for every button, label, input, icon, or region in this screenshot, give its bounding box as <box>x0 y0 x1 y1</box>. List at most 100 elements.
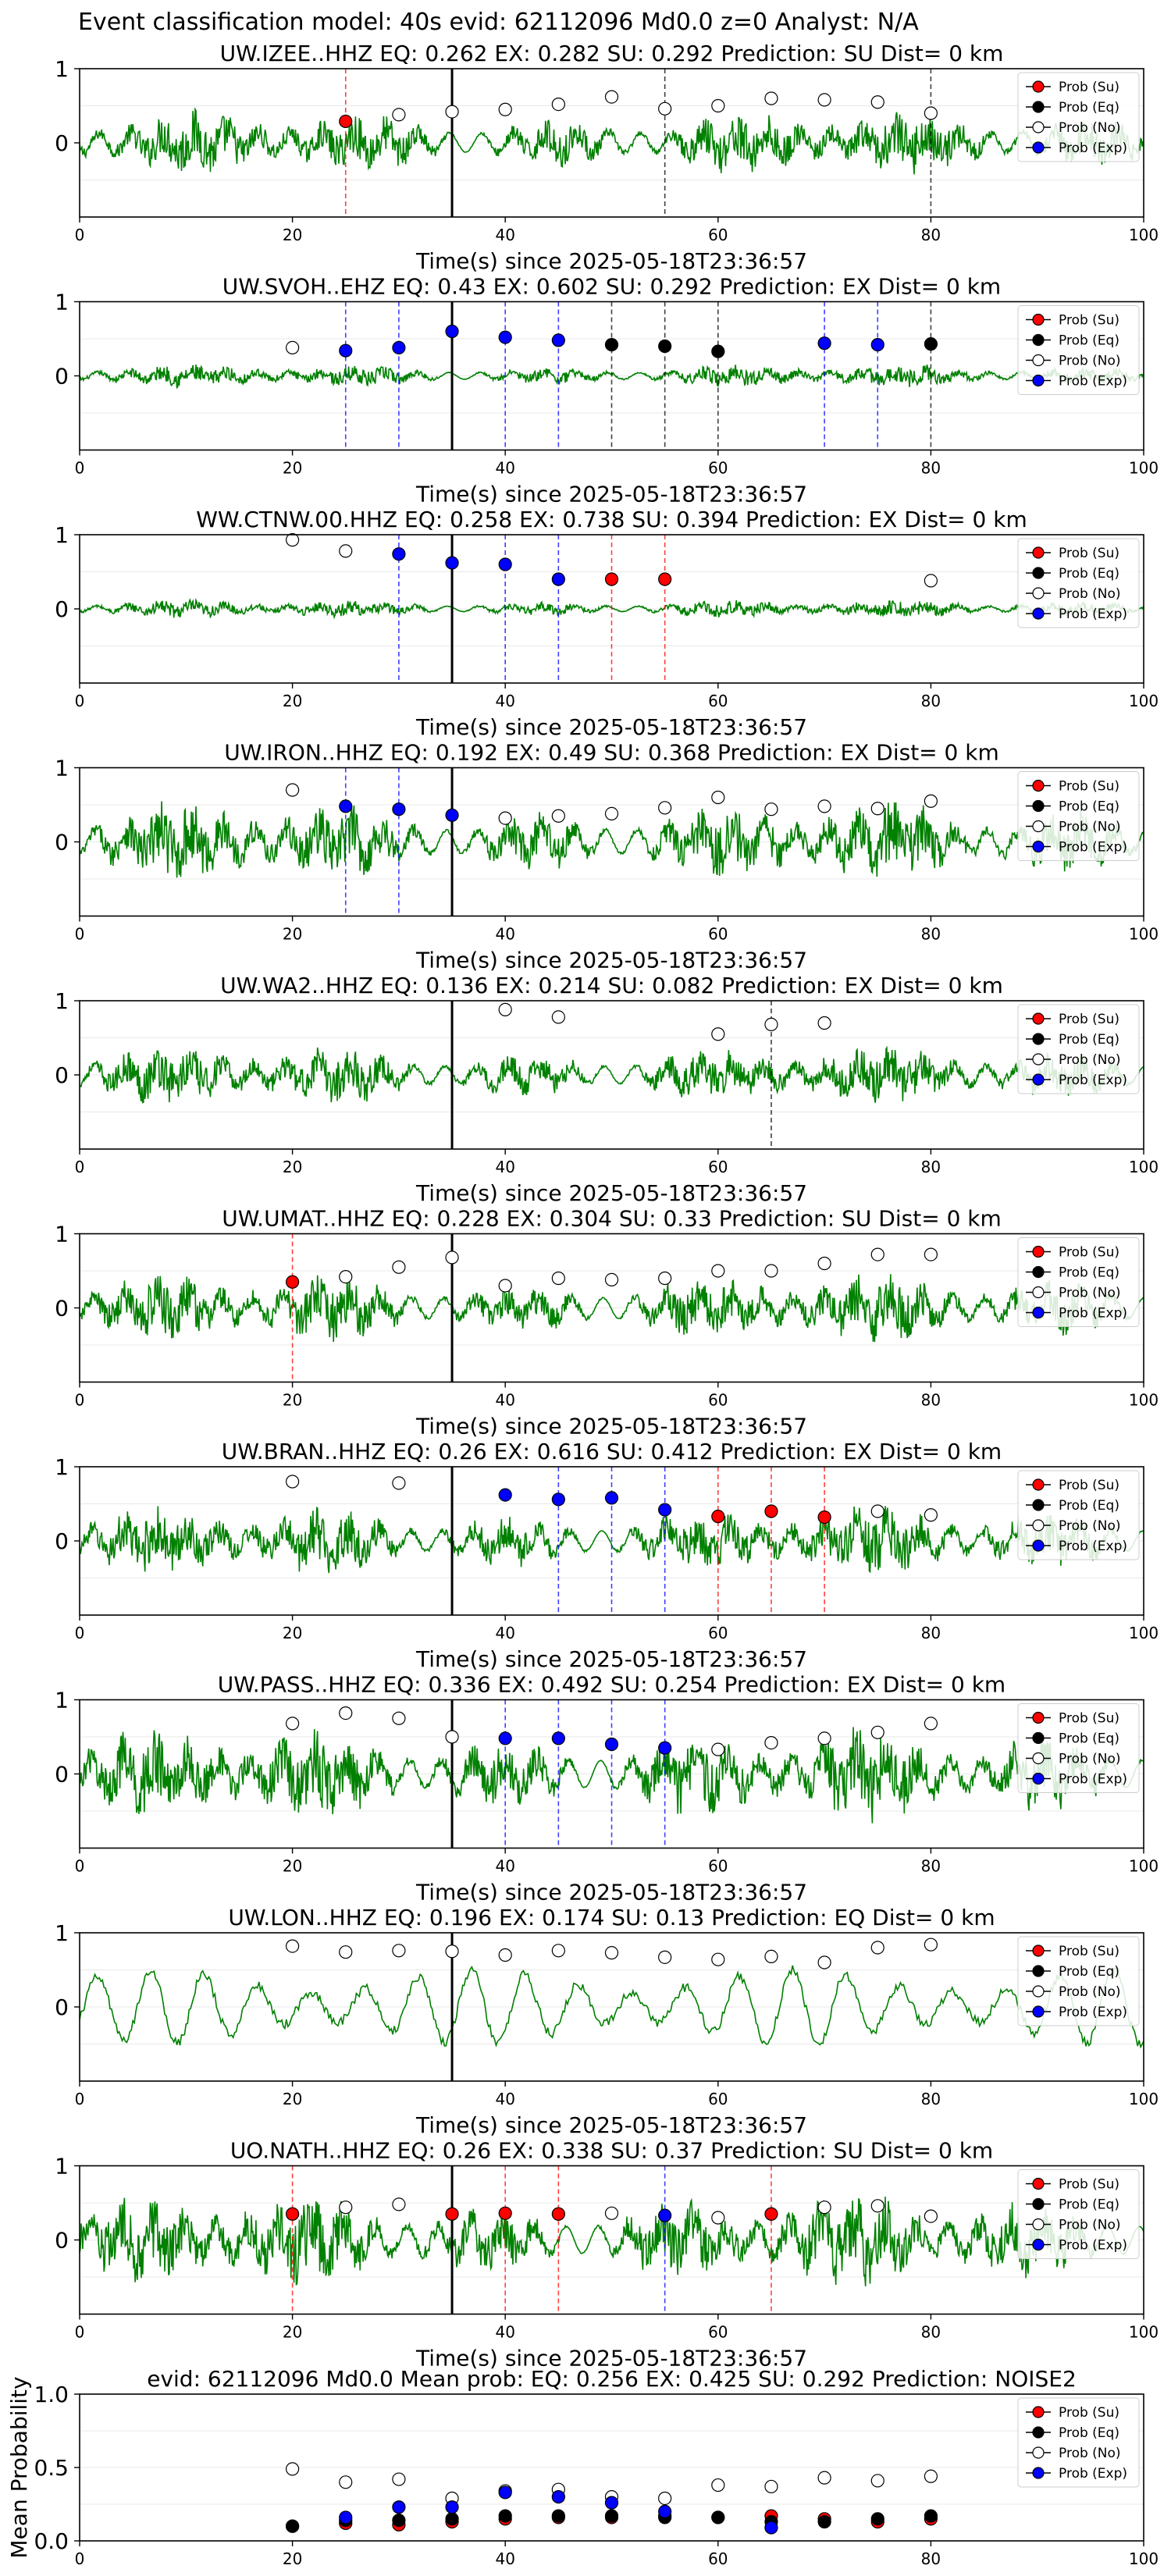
x-axis-label: Time(s) since 2025-05-18T23:36:57 <box>415 482 807 507</box>
prob-marker-exp <box>445 808 459 822</box>
prob-marker-exp <box>551 1731 565 1745</box>
prob-marker-no <box>445 105 459 119</box>
legend-label: Prob (No) <box>1059 1052 1121 1068</box>
legend-label: Prob (Eq) <box>1059 2425 1119 2441</box>
prob-marker-exp <box>392 547 406 561</box>
prob-marker-exp <box>551 333 565 347</box>
legend-label: Prob (Exp) <box>1059 1073 1127 1088</box>
prob-marker-exp <box>551 572 565 586</box>
x-tick-label: 40 <box>495 2090 514 2108</box>
station-panel: 0 20 40 60 80 100 0 1 UW.PASS..HHZ EQ: 0.336 EX:… <box>55 1672 1159 1905</box>
legend: Prob (Su) Prob (Eq) Prob (No) Prob (Exp) <box>1017 2169 1140 2259</box>
legend-marker-eq <box>1032 333 1045 347</box>
x-tick-label: 60 <box>708 692 728 710</box>
legend-label: Prob (Exp) <box>1059 1539 1127 1554</box>
y-tick-label: 0 <box>55 364 69 390</box>
prob-marker-no <box>551 98 565 112</box>
legend-label: Prob (Su) <box>1059 313 1119 329</box>
legend-label: Prob (Su) <box>1059 2177 1119 2193</box>
legend-marker-eq <box>1032 2197 1045 2211</box>
legend-label: Prob (Su) <box>1059 1944 1119 1959</box>
prob-marker-no <box>764 1017 778 1032</box>
prob-marker-no <box>764 1949 778 1963</box>
x-axis-label: Time(s) since 2025-05-18T23:36:57 <box>415 1646 807 1672</box>
legend-label: Prob (No) <box>1059 120 1121 136</box>
prob-marker-no <box>392 1476 406 1490</box>
y-tick-label: 1 <box>55 988 69 1014</box>
legend-label: Prob (Su) <box>1059 80 1119 95</box>
prob-marker-eq <box>924 2509 938 2523</box>
x-tick-label: 0 <box>75 692 85 710</box>
legend-marker-su <box>1032 2177 1045 2190</box>
x-tick-label: 40 <box>495 1624 514 1642</box>
prob-marker-no <box>498 1002 512 1017</box>
x-tick-label: 100 <box>1129 2090 1159 2108</box>
legend-box <box>1017 1004 1140 1094</box>
x-tick-label: 0 <box>75 1391 85 1410</box>
y-tick-label: 1 <box>55 290 69 315</box>
prob-marker-su <box>711 1510 725 1524</box>
legend-marker-no <box>1032 820 1045 833</box>
x-tick-label: 100 <box>1129 1624 1159 1642</box>
legend-marker-eq <box>1032 101 1045 113</box>
prob-marker-no <box>924 2469 938 2483</box>
legend-label: Prob (Su) <box>1059 1711 1119 1727</box>
prob-marker-exp <box>604 2496 619 2510</box>
x-tick-label: 20 <box>283 2549 302 2568</box>
x-tick-label: 100 <box>1129 1391 1159 1410</box>
y-tick-label: 0 <box>55 596 69 622</box>
legend-marker-no <box>1032 2446 1045 2459</box>
x-tick-label: 40 <box>495 226 514 244</box>
prob-marker-exp <box>498 1488 512 1502</box>
x-axis-label: Time(s) since 2025-05-18T23:36:57 <box>415 714 807 740</box>
prob-marker-no <box>924 106 938 120</box>
x-axis-label: Time(s) since 2025-05-18T23:36:57 <box>415 2346 807 2371</box>
seismogram-trace <box>80 107 1144 175</box>
legend: Prob (Su) Prob (Eq) Prob (No) Prob (Exp) <box>1017 2397 1140 2488</box>
panel-title: evid: 62112096 Md0.0 Mean prob: EQ: 0.25… <box>147 2366 1077 2392</box>
prob-marker-no <box>551 1271 565 1286</box>
panel-title: UW.PASS..HHZ EQ: 0.336 EX: 0.492 SU: 0.2… <box>218 1672 1005 1698</box>
legend-marker-exp <box>1032 1772 1045 1785</box>
prob-marker-eq <box>711 2510 725 2524</box>
prob-marker-no <box>764 91 778 105</box>
y-tick-label: 1 <box>55 1688 69 1713</box>
prob-marker-no <box>711 1027 725 1041</box>
prob-marker-no <box>551 1944 565 1958</box>
y-tick-label: 0 <box>55 830 69 856</box>
y-tick-label: 0 <box>55 2228 69 2254</box>
legend-label: Prob (Eq) <box>1059 100 1119 116</box>
x-tick-label: 80 <box>921 2549 941 2568</box>
mean-probability-panel: 0 20 40 60 80 100 0.0 0.5 1.0 evid: 62112096 Md0.… <box>6 2366 1159 2568</box>
legend-marker-su <box>1032 1478 1045 1491</box>
legend-marker-eq <box>1032 2426 1045 2439</box>
prob-marker-su <box>445 2207 459 2221</box>
x-tick-label: 0 <box>75 226 85 244</box>
legend: Prob (Su) Prob (Eq) Prob (No) Prob (Exp) <box>1017 771 1140 861</box>
legend: Prob (Su) Prob (Eq) Prob (No) Prob (Exp) <box>1017 1703 1140 1793</box>
legend-label: Prob (No) <box>1059 1752 1121 1767</box>
prob-marker-no <box>445 1730 459 1744</box>
x-tick-label: 80 <box>921 1624 941 1642</box>
legend-marker-eq <box>1032 1965 1045 1977</box>
prob-marker-no <box>392 108 406 122</box>
legend-marker-su <box>1032 1711 1045 1724</box>
prob-marker-eq <box>604 2509 619 2523</box>
prob-marker-no <box>498 1948 512 1962</box>
prob-marker-su <box>764 2207 778 2221</box>
prob-marker-su <box>817 1510 831 1525</box>
prob-marker-exp <box>658 2504 672 2518</box>
prob-marker-no <box>870 1725 884 1739</box>
prob-marker-no <box>604 90 619 104</box>
x-tick-label: 80 <box>921 2090 941 2108</box>
legend-box <box>1017 305 1140 395</box>
legend-label: Prob (Eq) <box>1059 1032 1119 1048</box>
seismogram-trace <box>80 1965 1144 2049</box>
prob-marker-no <box>604 1272 619 1287</box>
prob-marker-no <box>339 1269 353 1284</box>
seismogram-trace <box>80 2196 1144 2286</box>
prob-marker-no <box>870 95 884 109</box>
legend-label: Prob (Su) <box>1059 1478 1119 1493</box>
prob-marker-no <box>339 1945 353 1959</box>
prob-marker-eq <box>551 2509 565 2523</box>
